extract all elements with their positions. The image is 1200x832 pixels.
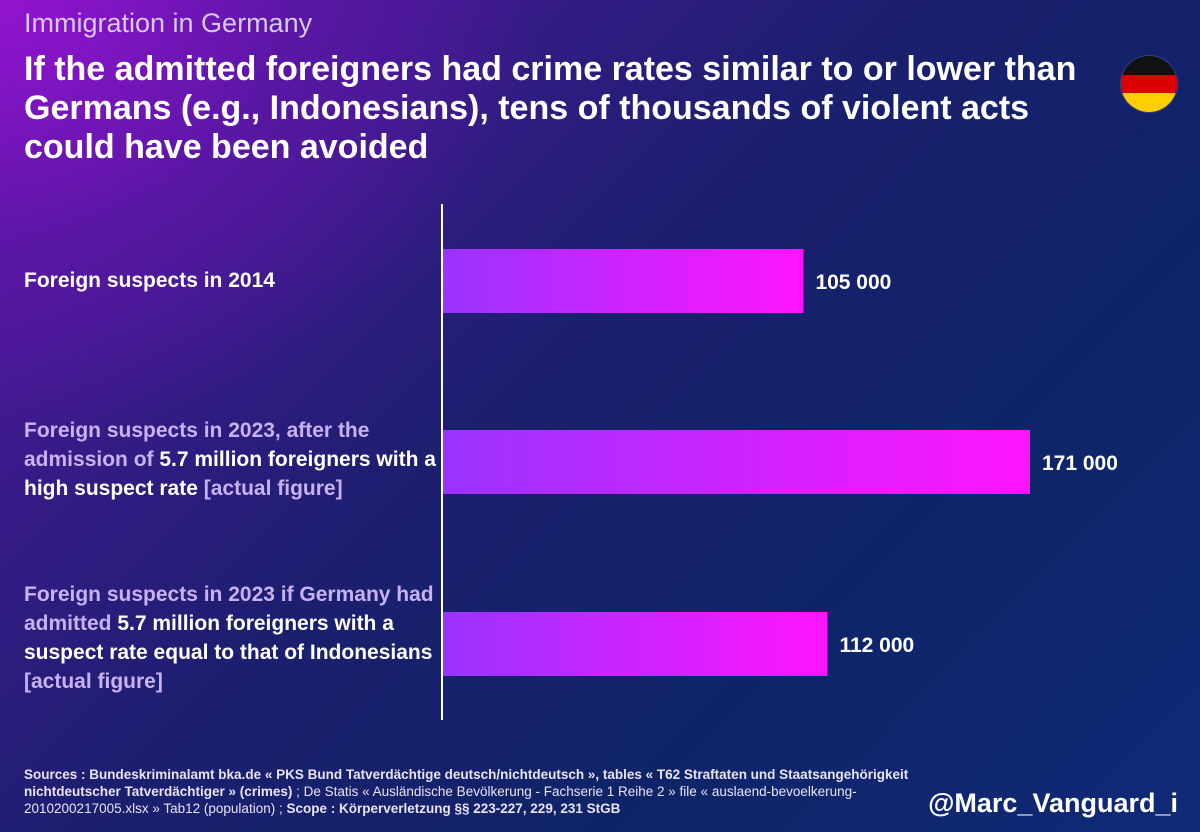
category-label-2014: Foreign suspects in 2014 — [24, 266, 439, 295]
bar-2023-hypothetical — [443, 612, 828, 676]
sources-bold-2: Scope : Körperverletzung §§ 223-227, 229… — [286, 801, 621, 816]
value-label-2023-actual: 171 000 — [1042, 452, 1118, 475]
category-label-2023-hypothetical-part1: Foreign suspects in 2023 if Germany had … — [24, 583, 434, 635]
value-label-2023-hypothetical: 112 000 — [839, 634, 914, 657]
y-axis-line — [441, 204, 443, 720]
category-label-2014-text: Foreign suspects in 2014 — [24, 269, 275, 292]
bar-2023-actual — [443, 430, 1030, 494]
sources-bold-1: Sources : Bundeskriminalamt bka.de « PKS… — [24, 767, 909, 799]
supertitle: Immigration in Germany — [24, 8, 313, 38]
category-label-2023-actual-part2: 5.7 million foreigners with a high suspe… — [24, 448, 436, 500]
category-label-2023-hypothetical-part2: 5.7 million foreigners with a suspect ra… — [24, 612, 433, 664]
category-label-2023-actual-part1: Foreign suspects in 2023, after the admi… — [24, 419, 370, 471]
value-label-2014: 105 000 — [815, 271, 891, 294]
category-label-2023-actual: Foreign suspects in 2023, after the admi… — [24, 416, 439, 503]
category-label-2023-actual-part3: [actual figure] — [197, 477, 343, 500]
category-label-2023-hypothetical-part3: [actual figure] — [24, 670, 163, 693]
category-label-2023-hypothetical: Foreign suspects in 2023 if Germany had … — [24, 580, 439, 696]
bar-2014 — [443, 249, 804, 313]
author-handle: @Marc_Vanguard_i — [928, 788, 1178, 818]
sources-plain: ; De Statis « Ausländische Bevölkerung -… — [24, 784, 857, 816]
chart-title: If the admitted foreigners had crime rat… — [24, 50, 1077, 166]
germany-flag-icon — [1121, 56, 1177, 112]
sources-note: Sources : Bundeskriminalamt bka.de « PKS… — [24, 766, 924, 817]
